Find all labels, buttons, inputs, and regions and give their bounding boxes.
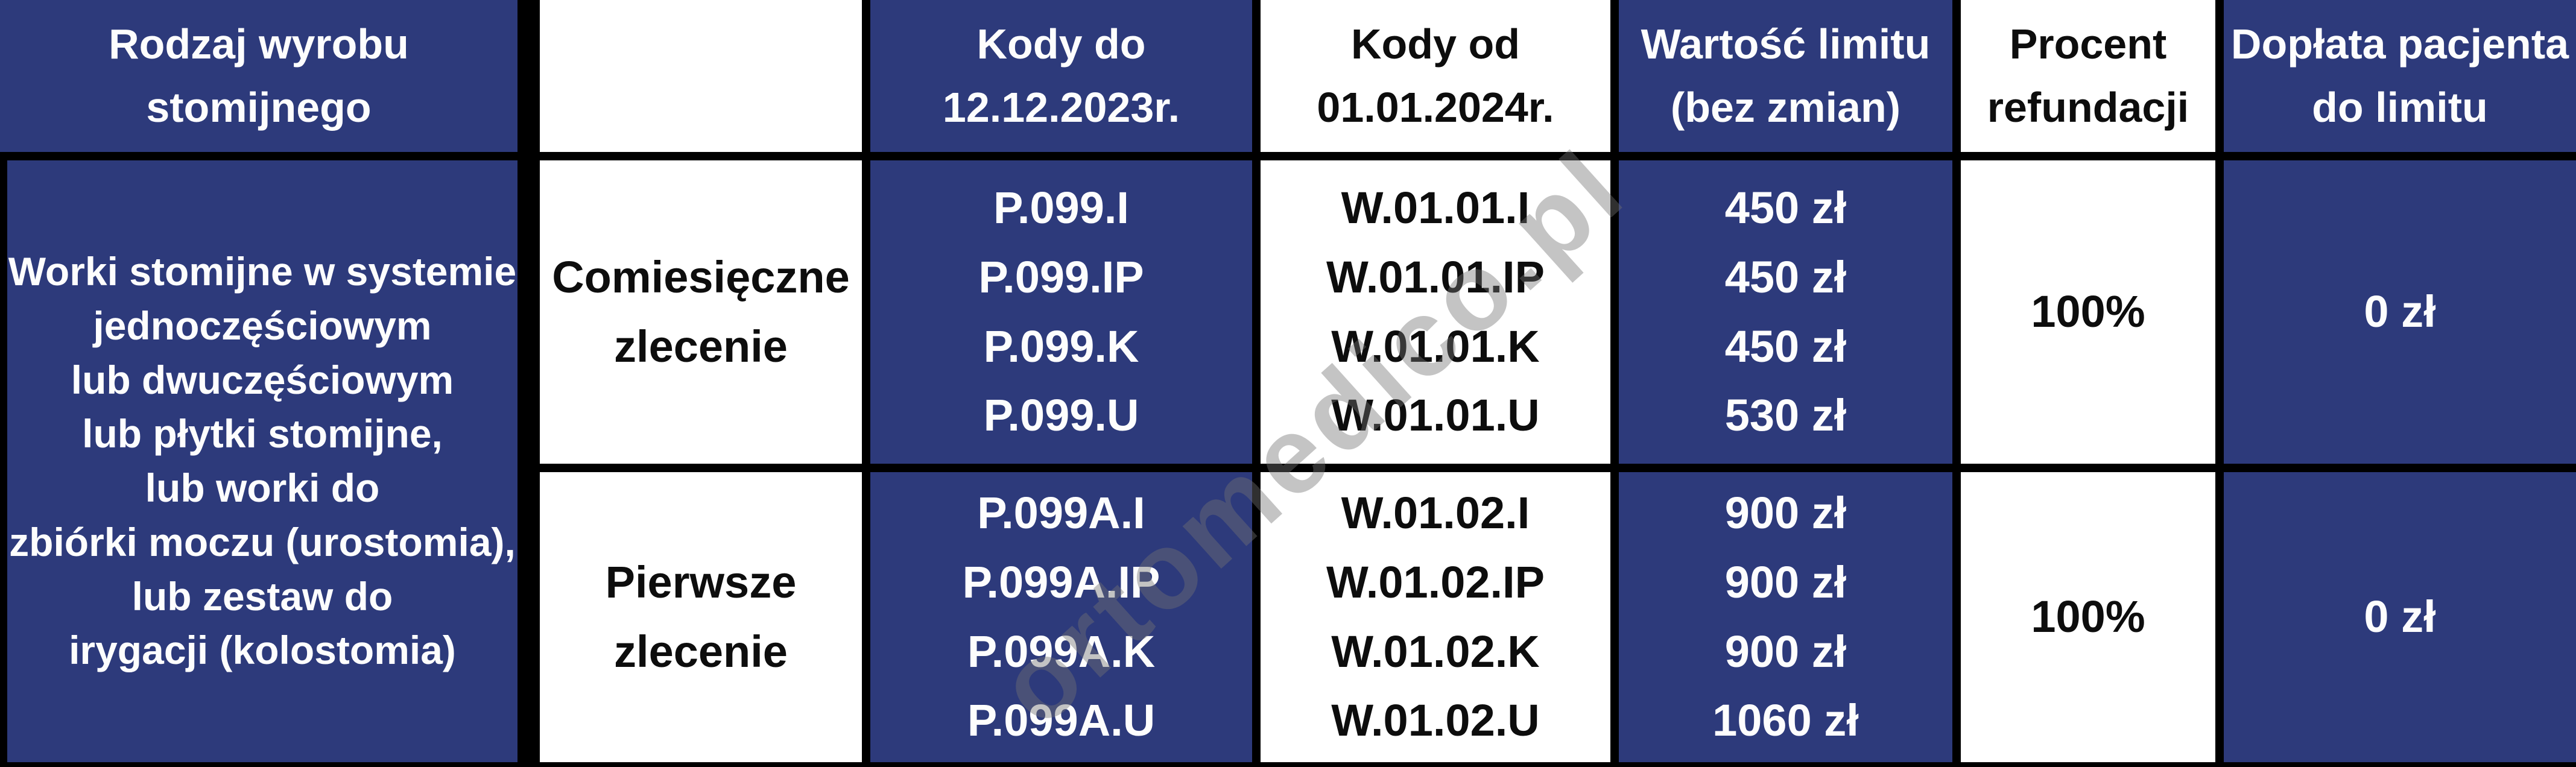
header-limit-value: Wartość limitu (bez zmian) [1619, 0, 1952, 152]
row2-limit-values: 900 zł 900 zł 900 zł 1060 zł [1619, 472, 1952, 762]
header-empty [540, 0, 862, 152]
row2-refund-percent: 100% [1961, 472, 2215, 762]
header-refund-percent: Procent refundacji [1961, 0, 2215, 152]
header-codes-until: Kody do 12.12.2023r. [870, 0, 1252, 152]
row2-codes-old: P.099A.I P.099A.IP P.099A.K P.099A.U [870, 472, 1252, 762]
row1-codes-new: W.01.01.I W.01.01.IP W.01.01.K W.01.01.U [1261, 160, 1610, 464]
row1-refund-percent: 100% [1961, 160, 2215, 464]
row2-order-type: Pierwsze zlecenie [540, 472, 862, 762]
header-codes-from: Kody od 01.01.2024r. [1261, 0, 1610, 152]
row2-codes-new: W.01.02.I W.01.02.IP W.01.02.K W.01.02.U [1261, 472, 1610, 762]
product-group-cell: Worki stomijne w systemie jednoczęściowy… [0, 160, 531, 762]
header-patient-copay: Dopłata pacjenta do limitu [2224, 0, 2576, 152]
header-product-type: Rodzaj wyrobu stomijnego [0, 0, 531, 152]
row1-codes-old: P.099.I P.099.IP P.099.K P.099.U [870, 160, 1252, 464]
row1-limit-values: 450 zł 450 zł 450 zł 530 zł [1619, 160, 1952, 464]
row1-order-type: Comiesięczne zlecenie [540, 160, 862, 464]
row1-copay: 0 zł [2224, 160, 2576, 464]
row2-copay: 0 zł [2224, 472, 2576, 762]
